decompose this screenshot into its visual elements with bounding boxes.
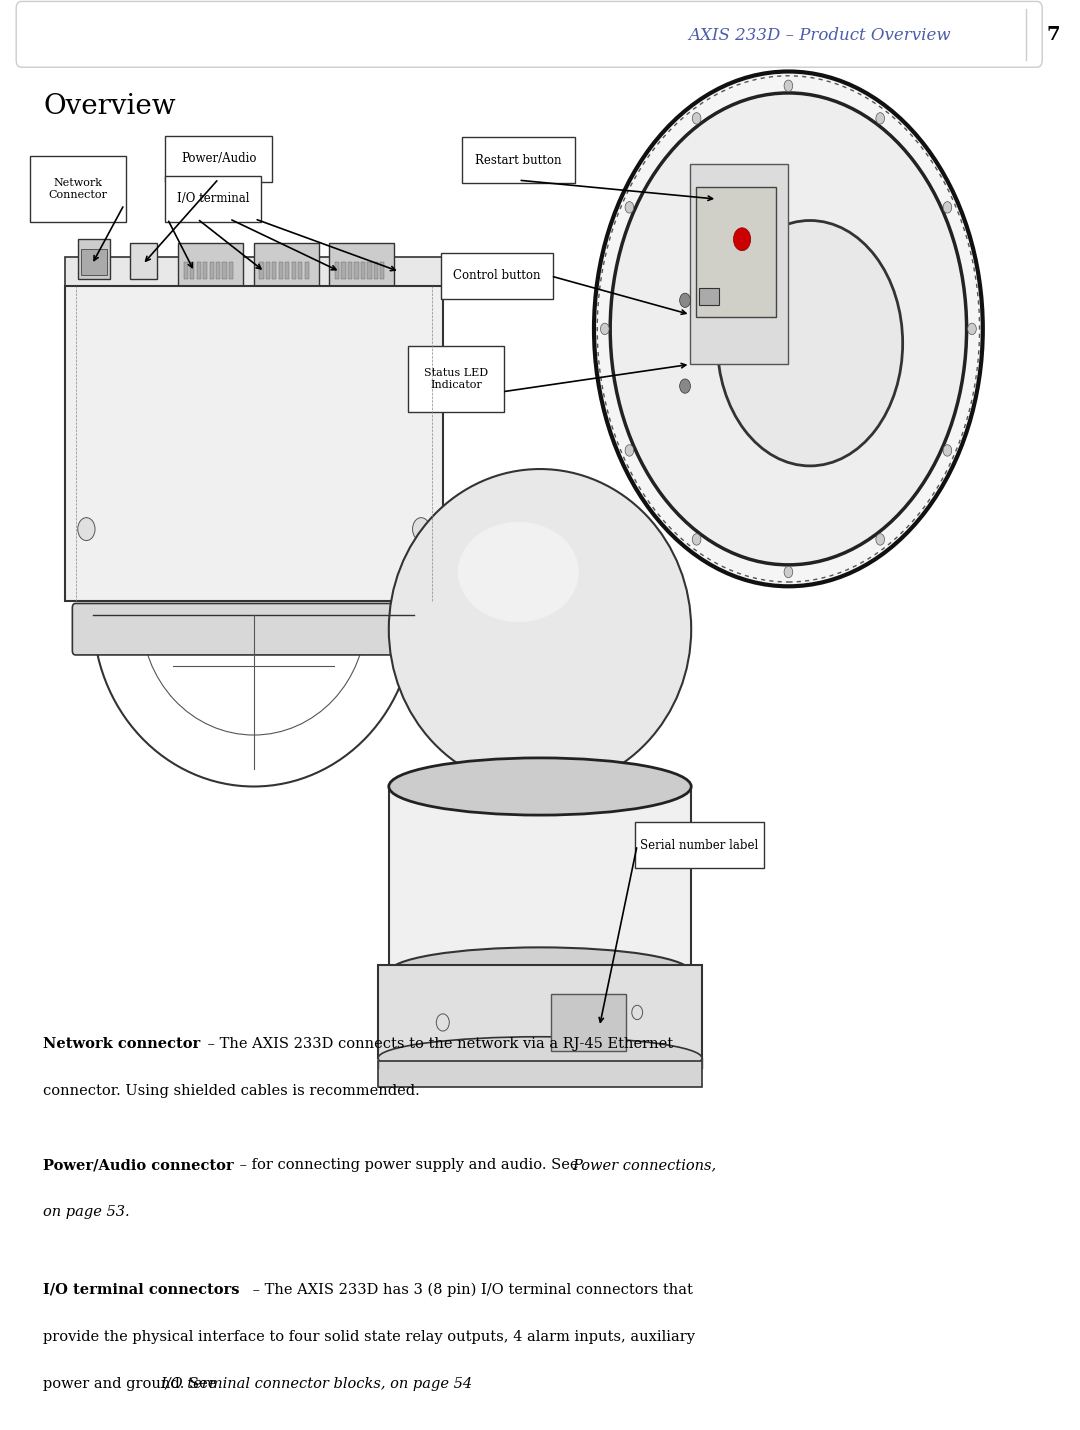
Bar [354,262,359,279]
Bar [335,262,339,279]
FancyBboxPatch shape [696,187,775,317]
Text: 7: 7 [1047,26,1059,44]
Circle shape [717,220,903,466]
Circle shape [943,445,951,456]
FancyBboxPatch shape [378,965,702,1058]
FancyBboxPatch shape [65,286,443,601]
FancyBboxPatch shape [551,994,626,1051]
FancyBboxPatch shape [635,822,764,868]
Text: Network connector: Network connector [43,1037,201,1051]
Bar [78,239,110,279]
FancyBboxPatch shape [408,346,504,412]
Circle shape [876,113,885,124]
Ellipse shape [389,469,691,789]
Text: I/O terminal: I/O terminal [177,192,249,206]
Text: Control button: Control button [453,269,541,283]
Circle shape [679,293,690,307]
Bar [298,262,302,279]
Bar [292,262,296,279]
Text: power and ground. See: power and ground. See [43,1377,226,1391]
Bar [329,243,394,286]
Bar [389,787,691,972]
Circle shape [968,323,976,335]
Circle shape [632,1005,643,1020]
Bar [81,249,107,275]
Bar [178,243,243,286]
Circle shape [413,518,430,541]
Circle shape [692,113,701,124]
Text: on page 53.: on page 53. [43,1205,130,1220]
FancyBboxPatch shape [378,1061,702,1087]
Text: Restart button: Restart button [475,153,562,167]
Circle shape [600,323,609,335]
Text: Power/Audio connector: Power/Audio connector [43,1158,234,1173]
Circle shape [876,533,885,545]
Ellipse shape [389,948,691,998]
Bar [380,262,384,279]
Text: Power connections,: Power connections, [572,1158,716,1173]
Bar [341,262,346,279]
Circle shape [436,1014,449,1031]
Bar [279,262,283,279]
Bar [272,262,276,279]
FancyBboxPatch shape [441,253,553,299]
FancyBboxPatch shape [72,603,435,655]
Bar [700,289,719,306]
Bar [254,243,319,286]
FancyBboxPatch shape [30,156,126,222]
FancyBboxPatch shape [16,1,1042,67]
FancyBboxPatch shape [462,137,575,183]
Bar [222,262,227,279]
Bar [266,262,270,279]
Circle shape [625,445,634,456]
FancyBboxPatch shape [165,136,272,182]
Circle shape [692,533,701,545]
Circle shape [733,227,751,250]
Bar [130,243,157,279]
Ellipse shape [389,758,691,815]
Ellipse shape [378,1037,702,1080]
Bar [259,262,264,279]
Bar [361,262,365,279]
Bar [229,262,233,279]
Bar [197,262,201,279]
FancyBboxPatch shape [165,176,261,222]
Bar [190,262,194,279]
Text: Status LED
Indicator: Status LED Indicator [424,368,488,390]
Bar [203,262,207,279]
FancyBboxPatch shape [690,164,788,365]
Circle shape [679,379,690,393]
Text: Overview: Overview [43,93,176,120]
Bar [210,262,214,279]
Text: – The AXIS 233D has 3 (8 pin) I/O terminal connectors that: – The AXIS 233D has 3 (8 pin) I/O termin… [248,1283,693,1297]
Text: Serial number label: Serial number label [640,838,758,852]
Bar [285,262,289,279]
Ellipse shape [458,522,579,622]
Circle shape [610,93,967,565]
Circle shape [943,202,951,213]
Text: I/O terminal connector blocks, on page 54: I/O terminal connector blocks, on page 5… [160,1377,472,1391]
Text: Network
Connector: Network Connector [49,177,108,200]
Bar [367,262,372,279]
Bar [374,262,378,279]
Text: – The AXIS 233D connects to the network via a RJ-45 Ethernet: – The AXIS 233D connects to the network … [203,1037,673,1051]
Text: I/O terminal connectors: I/O terminal connectors [43,1283,240,1297]
Text: Power/Audio: Power/Audio [181,152,256,166]
Circle shape [784,566,793,578]
Bar [184,262,188,279]
Text: – for connecting power supply and audio. See: – for connecting power supply and audio.… [235,1158,583,1173]
Bar [348,262,352,279]
Bar [305,262,309,279]
Circle shape [625,202,634,213]
Text: AXIS 233D – Product Overview: AXIS 233D – Product Overview [688,27,950,43]
FancyBboxPatch shape [65,257,443,343]
Circle shape [594,72,983,586]
Circle shape [784,80,793,92]
Text: provide the physical interface to four solid state relay outputs, 4 alarm inputs: provide the physical interface to four s… [43,1330,696,1344]
Text: connector. Using shielded cables is recommended.: connector. Using shielded cables is reco… [43,1084,420,1098]
Circle shape [78,518,95,541]
Bar [216,262,220,279]
